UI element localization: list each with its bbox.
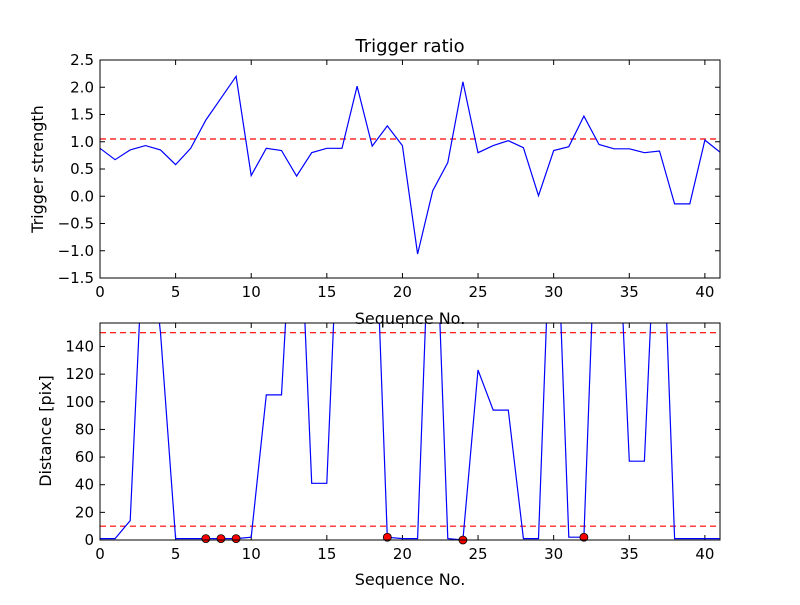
data-point-marker [579,532,589,542]
distance-chart: 0 5 10 15 20 25 30 35 40 0 20 40 60 80 100 120 140 Seque… [36,322,721,589]
y-tick-label: −1.0 [58,242,94,260]
data-point-marker [382,532,392,542]
x-tick-label: 10 [242,545,261,563]
y-tick-label: 60 [75,448,94,466]
x-tick-label: 10 [242,283,261,301]
x-tick-label: 0 [95,283,105,301]
top-axis-ticks: 0 5 10 15 20 25 30 35 40 −1.5 −1.0 −0.5 0.0 0.5 1.0 1.5… [58,51,720,301]
y-tick-label: 40 [75,476,94,494]
x-tick-label: 5 [171,283,181,301]
y-tick-label: 0 [84,531,94,549]
y-tick-label: 2.0 [70,78,94,96]
x-tick-label: 15 [317,545,336,563]
y-tick-label: 1.0 [70,133,94,151]
x-tick-label: 35 [620,545,639,563]
x-tick-label: 20 [393,283,412,301]
trigger-ratio-chart: Trigger ratio 0 5 10 15 20 25 30 35 40 −1.5 −1.0 −0… [28,36,721,328]
y-tick-label: 140 [65,337,94,355]
y-tick-label: 2.5 [70,51,94,69]
y-tick-label: 0.5 [70,160,94,178]
y-tick-label: 100 [65,393,94,411]
x-tick-label: 35 [620,283,639,301]
x-tick-label: 40 [695,283,714,301]
y-tick-label: 20 [75,503,94,521]
bottom-plot-frame [99,322,721,541]
bottom-y-axis-label: Distance [pix] [36,375,55,487]
bottom-threshold-lines [100,332,720,527]
x-tick-label: 5 [171,545,181,563]
bottom-axis-ticks: 0 5 10 15 20 25 30 35 40 0 20 40 60 80 100 120 140 [65,323,720,563]
data-point-marker [231,534,241,544]
y-tick-label: 80 [75,420,94,438]
chart-title: Trigger ratio [354,36,464,57]
data-point-marker [201,534,211,544]
x-tick-label: 25 [469,545,488,563]
y-tick-label: 1.5 [70,106,94,124]
data-point-marker [216,534,226,544]
bottom-x-axis-label: Sequence No. [355,570,466,589]
x-tick-label: 25 [469,283,488,301]
x-tick-label: 30 [544,283,563,301]
distance-markers [201,532,589,545]
x-tick-label: 15 [317,283,336,301]
x-tick-label: 30 [544,545,563,563]
trigger-strength-line [100,74,720,255]
x-tick-label: 40 [695,545,714,563]
top-y-axis-label: Trigger strength [28,105,47,234]
top-x-axis-label: Sequence No. [355,309,466,328]
x-tick-label: 0 [95,545,105,563]
x-tick-label: 20 [393,545,412,563]
top-plot-frame [99,59,721,279]
y-tick-label: 120 [65,365,94,383]
y-tick-label: 0.0 [70,187,94,205]
y-tick-label: −1.5 [58,269,94,287]
y-tick-label: −0.5 [58,215,94,233]
